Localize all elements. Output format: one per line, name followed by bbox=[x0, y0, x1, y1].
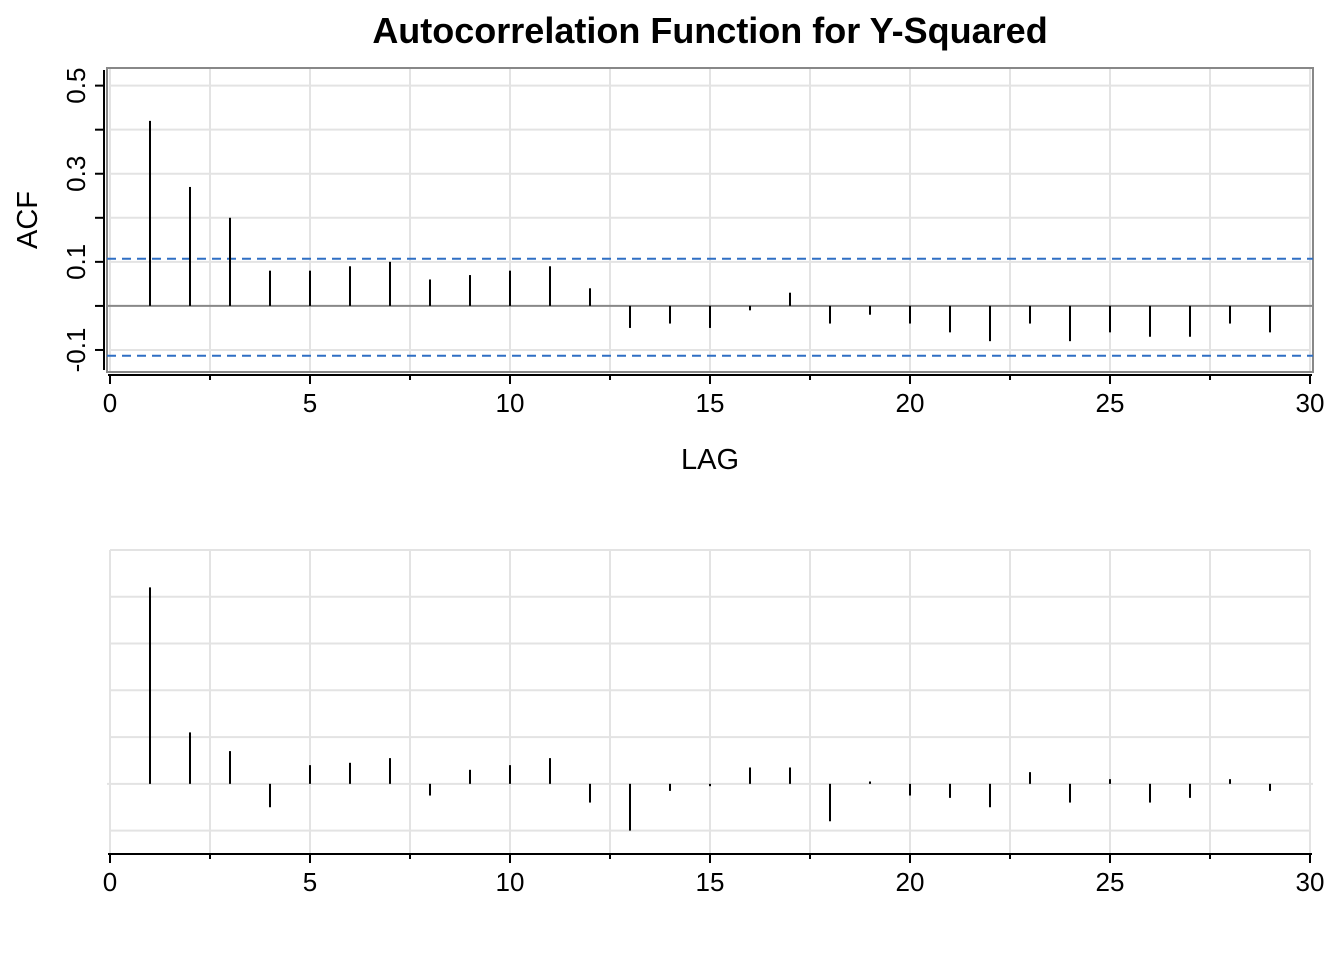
y-axis-label: ACF bbox=[12, 191, 44, 249]
acf-panel: 0 5 10 15 20 25 30 LAG -0.1 0.1 0.3 0.5 ACF bbox=[12, 67, 1325, 476]
y-tick-label: 0.1 bbox=[61, 244, 91, 280]
x-tick-label: 5 bbox=[303, 388, 317, 418]
x-tick-label: 0 bbox=[103, 388, 117, 418]
secondary-panel: 0 5 10 15 20 25 30 bbox=[103, 549, 1325, 897]
chart-title: Autocorrelation Function for Y-Squared bbox=[372, 10, 1048, 51]
plot-frame bbox=[106, 67, 1314, 373]
y-tick-label: -0.1 bbox=[61, 328, 91, 373]
y-tick-label: 0.3 bbox=[61, 156, 91, 192]
x-tick-label: 30 bbox=[1296, 388, 1325, 418]
x-tick-label: 15 bbox=[696, 867, 725, 897]
x-tick-label: 25 bbox=[1096, 867, 1125, 897]
x-tick-label: 20 bbox=[896, 867, 925, 897]
x-tick-label: 10 bbox=[496, 867, 525, 897]
x-axis-label: LAG bbox=[681, 444, 739, 476]
x-tick-label: 20 bbox=[896, 388, 925, 418]
y-tick-label: 0.5 bbox=[61, 68, 91, 104]
x-tick-label: 5 bbox=[303, 867, 317, 897]
x-tick-label: 0 bbox=[103, 867, 117, 897]
x-tick-label: 25 bbox=[1096, 388, 1125, 418]
x-tick-label: 30 bbox=[1296, 867, 1325, 897]
x-tick-label: 10 bbox=[496, 388, 525, 418]
x-tick-label: 15 bbox=[696, 388, 725, 418]
